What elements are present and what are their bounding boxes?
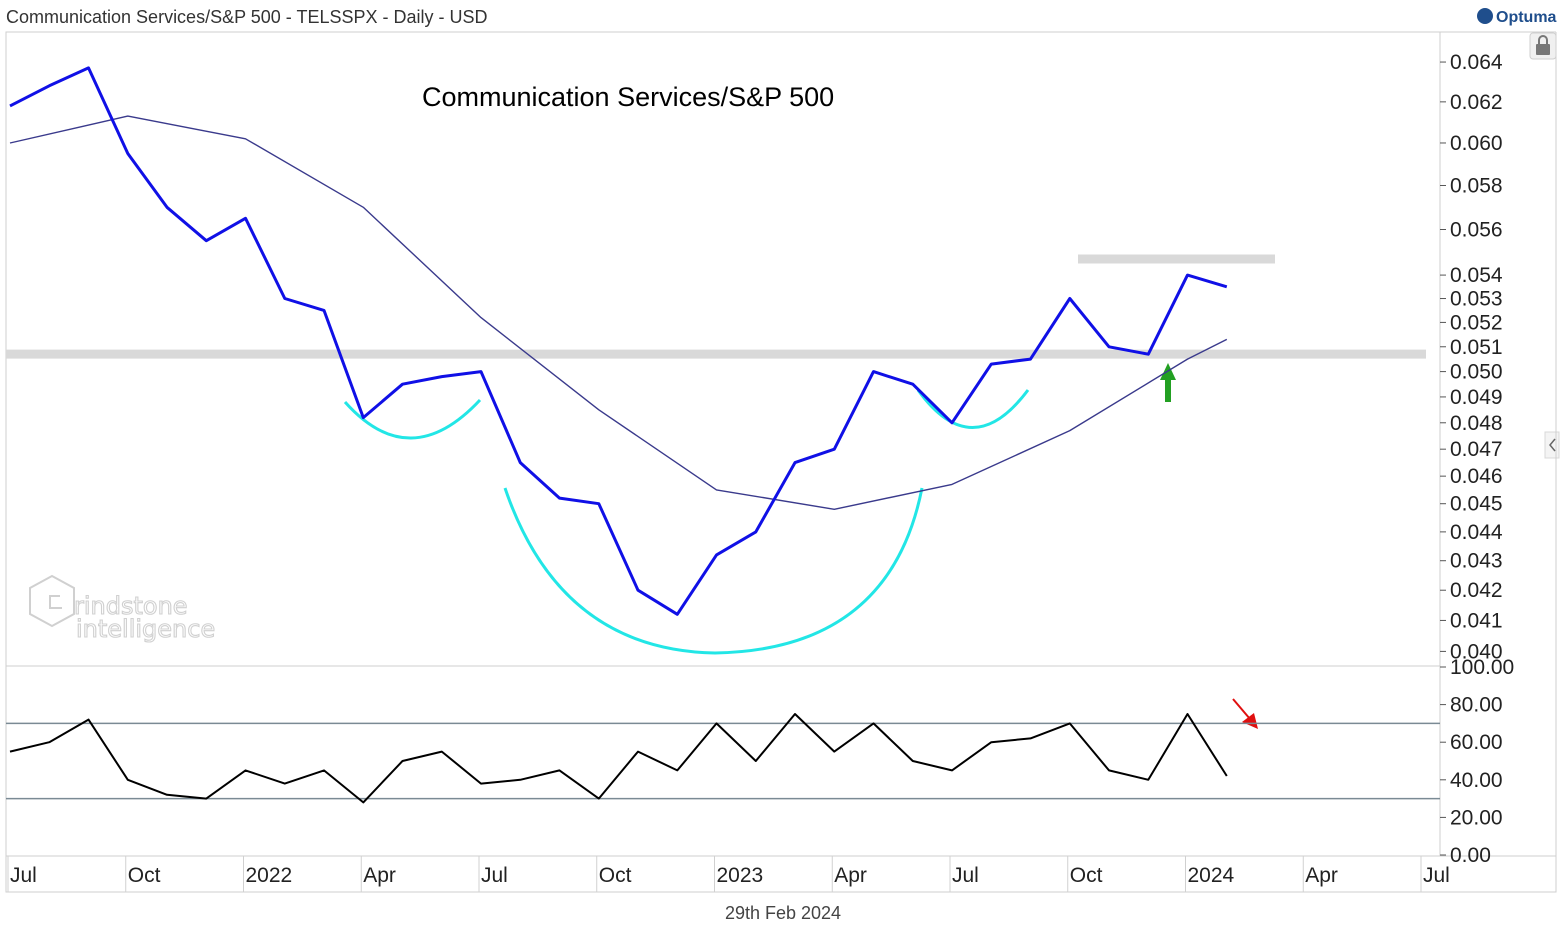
optuma-logo: Optuma bbox=[1477, 8, 1557, 26]
price-line bbox=[9, 66, 1228, 616]
time-tick-label: Jul bbox=[10, 864, 37, 887]
time-tick-label: Oct bbox=[1070, 864, 1103, 887]
price-tick-label: 0.053 bbox=[1450, 288, 1503, 311]
red-down-arrow-icon bbox=[1232, 698, 1258, 729]
time-tick-label: 2024 bbox=[1188, 864, 1235, 887]
price-tick-label: 0.062 bbox=[1450, 91, 1503, 114]
watermark: rindstone intelligence bbox=[29, 574, 216, 644]
moving-average-line bbox=[9, 115, 1228, 510]
price-tick-label: 0.056 bbox=[1450, 218, 1503, 241]
price-panel bbox=[5, 31, 1441, 667]
price-tick-label: 0.046 bbox=[1450, 465, 1503, 488]
time-tick-label: Jul bbox=[481, 864, 508, 887]
price-tick-label: 0.043 bbox=[1450, 550, 1503, 573]
price-tick-label: 0.045 bbox=[1450, 493, 1503, 516]
rsi-reference-lines bbox=[6, 722, 1440, 800]
header-title: Communication Services/S&P 500 - TELSSPX… bbox=[6, 7, 488, 27]
time-tick-label: Jul bbox=[1423, 864, 1450, 887]
watermark-line1: rindstone bbox=[74, 592, 188, 620]
time-tick-label: Apr bbox=[1305, 864, 1338, 887]
rsi-tick-label: 40.00 bbox=[1450, 769, 1503, 792]
watermark-line2: intelligence bbox=[76, 615, 215, 643]
time-tick-label: Apr bbox=[834, 864, 867, 887]
collapse-panel-button[interactable] bbox=[1544, 431, 1560, 459]
green-up-arrow-icon bbox=[1160, 363, 1176, 402]
price-tick-label: 0.048 bbox=[1450, 412, 1503, 435]
price-tick-label: 0.049 bbox=[1450, 386, 1503, 409]
time-tick-label: Oct bbox=[128, 864, 161, 887]
time-tick-label: Apr bbox=[363, 864, 396, 887]
rsi-panel bbox=[5, 665, 1441, 857]
price-tick-label: 0.058 bbox=[1450, 174, 1503, 197]
lock-icon[interactable] bbox=[1529, 32, 1557, 60]
price-tick-label: 0.047 bbox=[1450, 438, 1503, 461]
chevron-left-icon bbox=[1549, 438, 1556, 452]
rsi-tick-label: 0.00 bbox=[1450, 844, 1491, 867]
right-shoulder-arc bbox=[916, 389, 1030, 429]
price-tick-label: 0.041 bbox=[1450, 609, 1503, 632]
head-arc bbox=[503, 487, 924, 655]
footer-date: 29th Feb 2024 bbox=[725, 903, 841, 923]
time-tick-label: 2022 bbox=[246, 864, 293, 887]
price-tick-label: 0.054 bbox=[1450, 264, 1503, 287]
rsi-tick-label: 80.00 bbox=[1450, 694, 1503, 717]
hexagon-g-logo bbox=[29, 574, 75, 628]
time-axis-panel bbox=[5, 855, 1557, 893]
time-axis: Jul Oct 2022 Apr Jul Oct 2023 Apr Jul Oct 2024 Apr J… bbox=[7, 856, 1450, 892]
price-tick-label: 0.040 bbox=[1450, 640, 1503, 663]
annotations bbox=[6, 254, 1426, 729]
price-tick-label: 0.042 bbox=[1450, 579, 1503, 602]
rsi-tick-label: 100.00 bbox=[1450, 656, 1514, 679]
price-tick-label: 0.052 bbox=[1450, 311, 1503, 334]
left-shoulder-arc bbox=[343, 398, 482, 440]
price-tick-label: 0.060 bbox=[1450, 132, 1503, 155]
rsi-tick-label: 60.00 bbox=[1450, 731, 1503, 754]
price-tick-label: 0.064 bbox=[1450, 51, 1503, 74]
price-tick-label: 0.051 bbox=[1450, 336, 1503, 359]
brand-label: Optuma bbox=[1496, 9, 1557, 26]
rsi-line bbox=[9, 713, 1228, 804]
time-tick-label: 2023 bbox=[717, 864, 764, 887]
time-tick-label: Jul bbox=[952, 864, 979, 887]
rsi-axis: 100.00 80.00 60.00 40.00 20.00 0.00 bbox=[1440, 656, 1514, 867]
chart-title: Communication Services/S&P 500 bbox=[422, 82, 834, 112]
time-tick-label: Oct bbox=[599, 864, 632, 887]
series-layer bbox=[9, 66, 1228, 804]
price-tick-label: 0.050 bbox=[1450, 361, 1503, 384]
rsi-tick-label: 20.00 bbox=[1450, 806, 1503, 829]
price-tick-label: 0.044 bbox=[1450, 521, 1503, 544]
price-axis: 0.064 0.062 0.060 0.058 0.056 0.0540.0530.052… bbox=[1440, 51, 1503, 663]
